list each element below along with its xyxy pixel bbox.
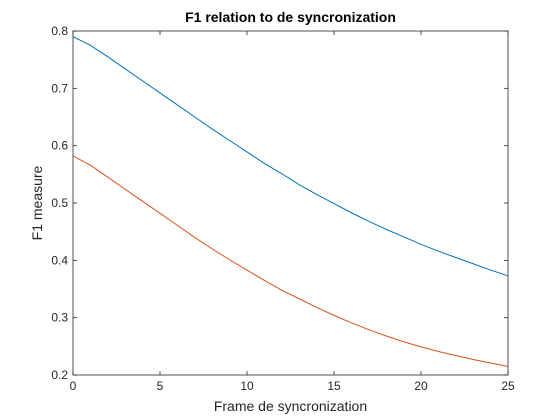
y-tick-label: 0.7	[51, 81, 68, 95]
x-tick-label: 25	[501, 379, 515, 393]
chart-title: F1 relation to de syncronization	[185, 9, 396, 25]
x-tick-label: 10	[240, 379, 254, 393]
x-tick-label: 5	[157, 379, 164, 393]
y-tick-label: 0.6	[51, 139, 68, 153]
y-tick-label: 0.8	[51, 24, 68, 38]
x-axis-label: Frame de syncronization	[214, 398, 367, 414]
y-tick-label: 0.4	[51, 253, 68, 267]
y-tick-label: 0.3	[51, 311, 68, 325]
series-layer	[72, 36, 509, 367]
x-tick-label: 20	[414, 379, 428, 393]
tick-layer: 0 5 10 15 20 25 0.2 0.3 0.4 0.5 0.6 0.7 0.8	[51, 24, 515, 393]
y-axis-label: F1 measure	[29, 165, 45, 240]
y-tick-label: 0.2	[51, 368, 68, 382]
y-tick-label: 0.5	[51, 196, 68, 210]
series-line-2	[72, 155, 509, 367]
series-line-1	[72, 36, 509, 277]
x-tick-label: 15	[327, 379, 341, 393]
plot-area	[73, 31, 508, 375]
x-tick-label: 0	[70, 379, 77, 393]
